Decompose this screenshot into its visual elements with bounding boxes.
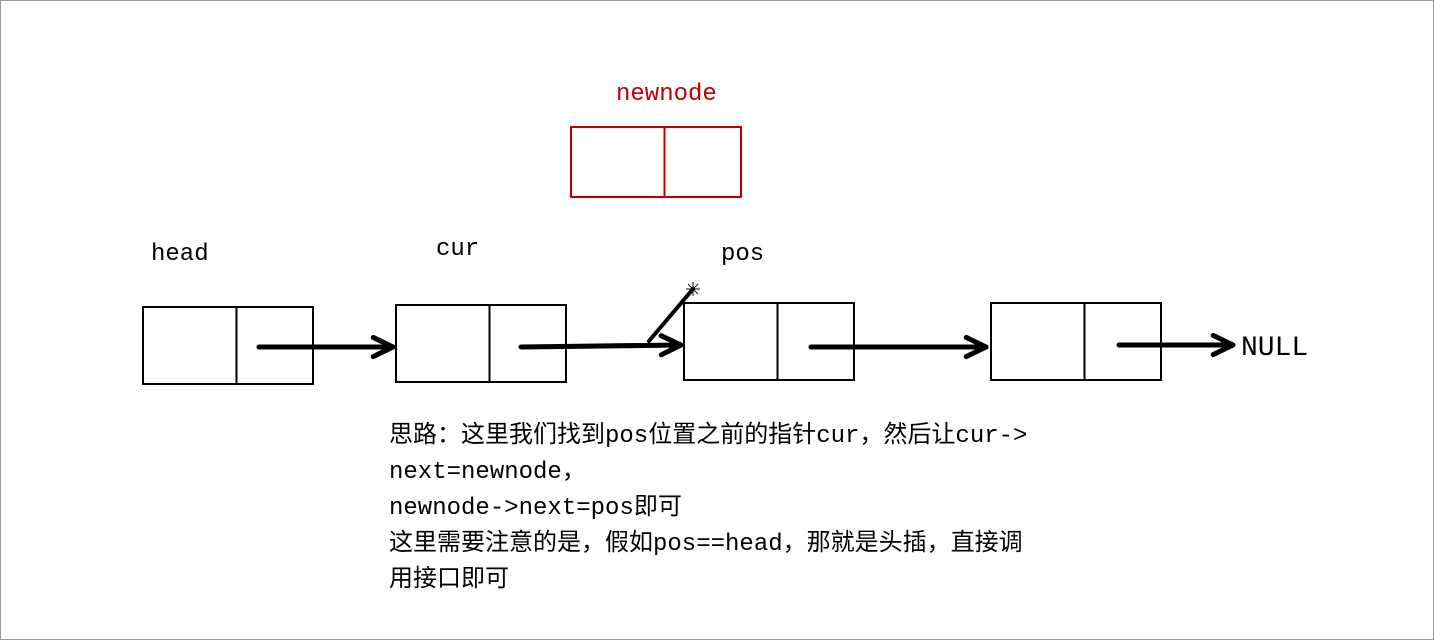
label-cur: cur	[436, 236, 479, 263]
insert-star-icon	[686, 282, 700, 296]
arrow-3	[811, 337, 986, 356]
label-pos: pos	[721, 241, 764, 268]
label-newnode: newnode	[616, 81, 717, 108]
node-3	[684, 303, 854, 380]
label-head: head	[151, 241, 209, 268]
diagram-stage: newnode head cur pos NULL 思路：这里我们找到pos位置…	[0, 0, 1434, 640]
node-2	[396, 305, 566, 382]
node-4	[991, 303, 1161, 380]
label-null: NULL	[1241, 333, 1308, 364]
newnode-box	[571, 127, 741, 197]
arrow-1	[259, 337, 393, 356]
arrow-2	[521, 336, 681, 355]
insert-mark	[649, 289, 693, 341]
caption-text: 思路：这里我们找到pos位置之前的指针cur，然后让cur->next=newn…	[389, 419, 1109, 599]
arrow-4	[1119, 335, 1233, 354]
